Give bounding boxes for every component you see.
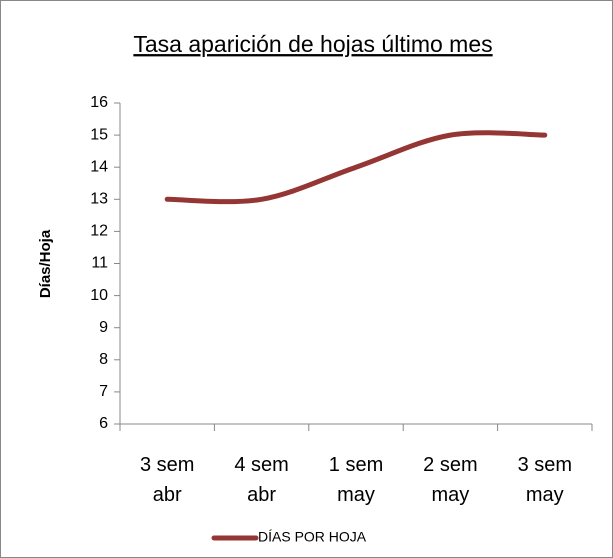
x-tick-label: 3 sem abr [139, 454, 195, 506]
x-tick-label: 2 sem may [423, 454, 478, 506]
y-tick-label: 13 [90, 191, 108, 208]
x-tick-label-box: 3 sem abr [139, 454, 195, 506]
x-tick-label: 3 sem may [517, 454, 573, 506]
y-tick-label: 15 [90, 126, 108, 143]
y-tick-label: 12 [90, 223, 108, 240]
y-tick-label: 9 [99, 319, 108, 336]
y-tick-label: 14 [90, 158, 108, 175]
y-tick-label: 16 [90, 94, 108, 111]
x-tick-label: 1 sem may [328, 454, 384, 506]
chart-title: Tasa aparición de hojas último mes [133, 31, 492, 57]
y-tick-label: 6 [99, 415, 108, 432]
legend-label: DÍAS POR HOJA [258, 529, 367, 545]
x-tick-label-box: 3 sem may [517, 454, 573, 506]
data-line [164, 130, 548, 205]
y-tick-label: 11 [91, 255, 108, 272]
x-tick-label-box: 1 sem may [328, 454, 384, 506]
y-tick-label: 7 [99, 383, 108, 400]
x-tick-label-box: 2 sem may [423, 454, 478, 506]
x-tick-label-box: 4 sem abr [234, 454, 289, 506]
y-tick-label: 10 [90, 287, 108, 304]
y-tick-label: 8 [99, 351, 108, 368]
x-tick-label: 4 sem abr [234, 454, 289, 506]
y-axis-label: Días/Hoja [37, 229, 54, 298]
